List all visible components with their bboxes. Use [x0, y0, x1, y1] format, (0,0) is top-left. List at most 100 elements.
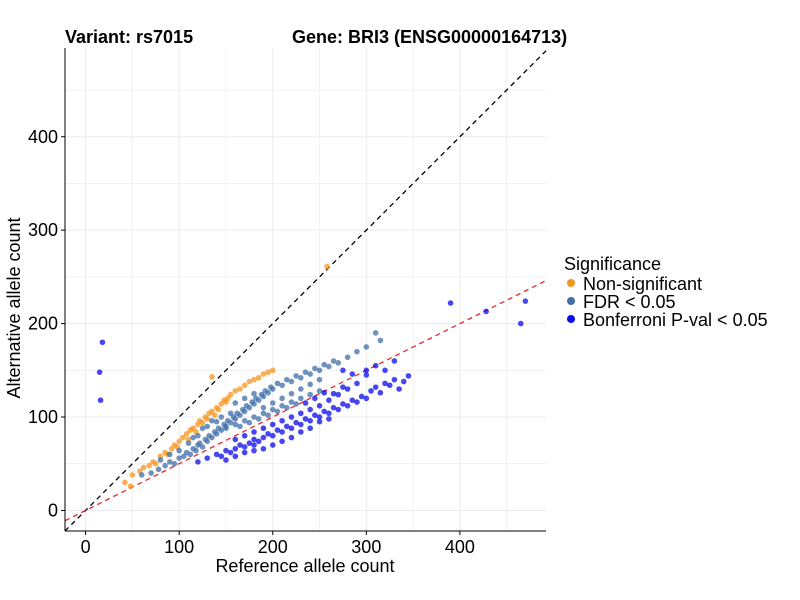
- point-fdr-0-05: [330, 358, 337, 364]
- point-bonferroni-p-val-0-05: [288, 414, 295, 420]
- point-bonferroni-p-val-0-05: [330, 404, 337, 411]
- point-bonferroni-p-val-0-05: [288, 434, 295, 441]
- point-fdr-0-05: [307, 391, 313, 398]
- point-fdr-0-05: [227, 410, 234, 417]
- point-bonferroni-p-val-0-05: [316, 414, 323, 420]
- title-variant: Variant: rs7015: [65, 27, 193, 47]
- point-fdr-0-05: [316, 388, 323, 394]
- point-bonferroni-p-val-0-05: [372, 384, 379, 390]
- point-fdr-0-05: [316, 376, 323, 383]
- point-fdr-0-05: [293, 401, 299, 407]
- point-bonferroni-p-val-0-05: [330, 390, 337, 397]
- point-bonferroni-p-val-0-05: [251, 447, 257, 454]
- point-bonferroni-p-val-0-05: [363, 395, 370, 402]
- point-fdr-0-05: [255, 416, 262, 422]
- point-bonferroni-p-val-0-05: [344, 386, 351, 392]
- point-bonferroni-p-val-0-05: [517, 320, 524, 327]
- x-tick-label: 300: [351, 537, 381, 557]
- point-bonferroni-p-val-0-05: [223, 447, 229, 454]
- point-fdr-0-05: [312, 365, 318, 372]
- point-bonferroni-p-val-0-05: [340, 367, 346, 374]
- point-fdr-0-05: [155, 466, 162, 473]
- point-fdr-0-05: [265, 412, 271, 418]
- point-non-significant: [127, 483, 134, 489]
- point-non-significant: [227, 391, 234, 398]
- point-fdr-0-05: [167, 459, 173, 465]
- point-bonferroni-p-val-0-05: [358, 393, 365, 400]
- point-fdr-0-05: [298, 374, 304, 381]
- point-non-significant: [241, 382, 248, 389]
- point-bonferroni-p-val-0-05: [447, 300, 454, 306]
- point-fdr-0-05: [171, 460, 178, 467]
- point-bonferroni-p-val-0-05: [255, 438, 262, 445]
- point-bonferroni-p-val-0-05: [298, 429, 304, 435]
- point-fdr-0-05: [209, 434, 215, 441]
- point-fdr-0-05: [251, 390, 257, 397]
- point-bonferroni-p-val-0-05: [483, 308, 489, 315]
- legend: Significance Non-significant FDR < 0.05 …: [564, 254, 768, 330]
- point-bonferroni-p-val-0-05: [195, 459, 201, 465]
- point-fdr-0-05: [246, 404, 253, 411]
- legend-key-fdr: [567, 297, 575, 305]
- x-axis-label: Reference allele count: [215, 556, 394, 576]
- point-non-significant: [146, 462, 153, 469]
- point-non-significant: [251, 376, 257, 383]
- point-bonferroni-p-val-0-05: [307, 425, 313, 432]
- point-bonferroni-p-val-0-05: [232, 436, 239, 443]
- point-fdr-0-05: [213, 431, 220, 437]
- point-bonferroni-p-val-0-05: [363, 367, 370, 374]
- point-non-significant: [129, 472, 136, 478]
- point-bonferroni-p-val-0-05: [354, 380, 360, 387]
- point-bonferroni-p-val-0-05: [232, 445, 239, 452]
- point-non-significant: [255, 374, 262, 381]
- point-fdr-0-05: [223, 425, 229, 432]
- y-tick-label: 200: [28, 314, 58, 334]
- point-bonferroni-p-val-0-05: [382, 380, 388, 387]
- x-axis-ticks: 0 100 200 300 400: [81, 531, 475, 557]
- point-bonferroni-p-val-0-05: [400, 378, 407, 385]
- point-fdr-0-05: [269, 386, 276, 392]
- point-fdr-0-05: [138, 472, 145, 478]
- point-fdr-0-05: [193, 447, 199, 454]
- point-fdr-0-05: [274, 408, 281, 415]
- point-fdr-0-05: [241, 408, 248, 415]
- point-bonferroni-p-val-0-05: [302, 400, 309, 406]
- point-bonferroni-p-val-0-05: [396, 386, 402, 392]
- data-points: [96, 263, 529, 489]
- point-bonferroni-p-val-0-05: [340, 384, 346, 390]
- point-bonferroni-p-val-0-05: [386, 382, 393, 389]
- legend-title: Significance: [564, 254, 661, 274]
- point-bonferroni-p-val-0-05: [260, 445, 267, 452]
- point-bonferroni-p-val-0-05: [223, 457, 229, 463]
- point-bonferroni-p-val-0-05: [279, 417, 285, 424]
- legend-key-non-significant: [567, 279, 575, 287]
- point-bonferroni-p-val-0-05: [293, 419, 299, 426]
- point-non-significant: [215, 406, 222, 413]
- point-fdr-0-05: [279, 382, 285, 389]
- point-bonferroni-p-val-0-05: [349, 397, 356, 404]
- point-fdr-0-05: [279, 395, 285, 402]
- legend-label-bonferroni: Bonferroni P-val < 0.05: [583, 310, 768, 330]
- point-non-significant: [152, 460, 159, 467]
- point-bonferroni-p-val-0-05: [321, 408, 328, 415]
- point-bonferroni-p-val-0-05: [269, 432, 276, 439]
- point-fdr-0-05: [218, 414, 225, 420]
- point-non-significant: [324, 263, 330, 270]
- point-bonferroni-p-val-0-05: [251, 442, 257, 448]
- point-fdr-0-05: [298, 386, 304, 392]
- point-fdr-0-05: [213, 418, 220, 425]
- point-fdr-0-05: [307, 381, 313, 388]
- point-non-significant: [183, 431, 190, 437]
- point-bonferroni-p-val-0-05: [307, 417, 313, 424]
- point-bonferroni-p-val-0-05: [316, 403, 323, 409]
- point-bonferroni-p-val-0-05: [382, 367, 388, 374]
- point-fdr-0-05: [251, 414, 257, 420]
- point-bonferroni-p-val-0-05: [316, 418, 323, 425]
- title-gene: Gene: BRI3 (ENSG00000164713): [292, 27, 567, 47]
- point-bonferroni-p-val-0-05: [260, 434, 267, 441]
- point-bonferroni-p-val-0-05: [283, 423, 290, 430]
- point-fdr-0-05: [269, 406, 276, 413]
- y-axis-ticks: 0 100 200 300 400: [28, 127, 65, 520]
- point-bonferroni-p-val-0-05: [307, 406, 313, 413]
- point-bonferroni-p-val-0-05: [312, 412, 318, 418]
